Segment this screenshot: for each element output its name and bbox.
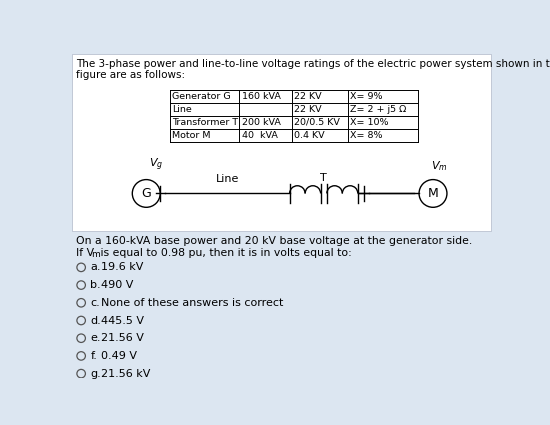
Text: None of these answers is correct: None of these answers is correct	[101, 298, 284, 308]
Text: Generator G: Generator G	[172, 91, 230, 101]
Text: d.: d.	[90, 315, 101, 326]
Text: is equal to 0.98 pu, then it is in volts equal to:: is equal to 0.98 pu, then it is in volts…	[97, 248, 351, 258]
Text: If V: If V	[76, 248, 95, 258]
Text: 160 kVA: 160 kVA	[241, 91, 280, 101]
Text: Motor M: Motor M	[172, 131, 210, 140]
Text: 490 V: 490 V	[101, 280, 134, 290]
Text: b.: b.	[90, 280, 101, 290]
Text: Line: Line	[216, 174, 239, 184]
Text: f.: f.	[90, 351, 97, 361]
Text: 0.4 KV: 0.4 KV	[294, 131, 325, 140]
Text: 0.49 V: 0.49 V	[101, 351, 138, 361]
Text: X= 10%: X= 10%	[350, 118, 388, 127]
Text: a.: a.	[90, 262, 101, 272]
Text: 40  kVA: 40 kVA	[241, 131, 277, 140]
Text: $V_m$: $V_m$	[431, 160, 448, 173]
Text: 200 kVA: 200 kVA	[241, 118, 280, 127]
Text: Transformer T: Transformer T	[172, 118, 238, 127]
Text: The 3-phase power and line-to-line voltage ratings of the electric power system : The 3-phase power and line-to-line volta…	[76, 59, 550, 80]
Text: M: M	[428, 187, 438, 200]
Text: 445.5 V: 445.5 V	[101, 315, 144, 326]
Text: c.: c.	[90, 298, 100, 308]
FancyBboxPatch shape	[72, 54, 491, 231]
Text: $V_g$: $V_g$	[150, 157, 163, 173]
Text: Z= 2 + j5 Ω: Z= 2 + j5 Ω	[350, 105, 406, 113]
Text: 22 KV: 22 KV	[294, 105, 322, 113]
Text: 22 KV: 22 KV	[294, 91, 322, 101]
Text: 20/0.5 KV: 20/0.5 KV	[294, 118, 340, 127]
Text: g.: g.	[90, 368, 101, 379]
Text: G: G	[141, 187, 151, 200]
Text: On a 160-kVA base power and 20 kV base voltage at the generator side.: On a 160-kVA base power and 20 kV base v…	[76, 236, 473, 246]
Text: 19.6 kV: 19.6 kV	[101, 262, 144, 272]
Text: 21.56 kV: 21.56 kV	[101, 368, 151, 379]
Text: T: T	[320, 173, 327, 183]
Text: Line: Line	[172, 105, 191, 113]
Text: e.: e.	[90, 333, 101, 343]
Text: 21.56 V: 21.56 V	[101, 333, 144, 343]
Text: X= 8%: X= 8%	[350, 131, 383, 140]
Text: X= 9%: X= 9%	[350, 91, 383, 101]
Text: m: m	[91, 250, 100, 259]
